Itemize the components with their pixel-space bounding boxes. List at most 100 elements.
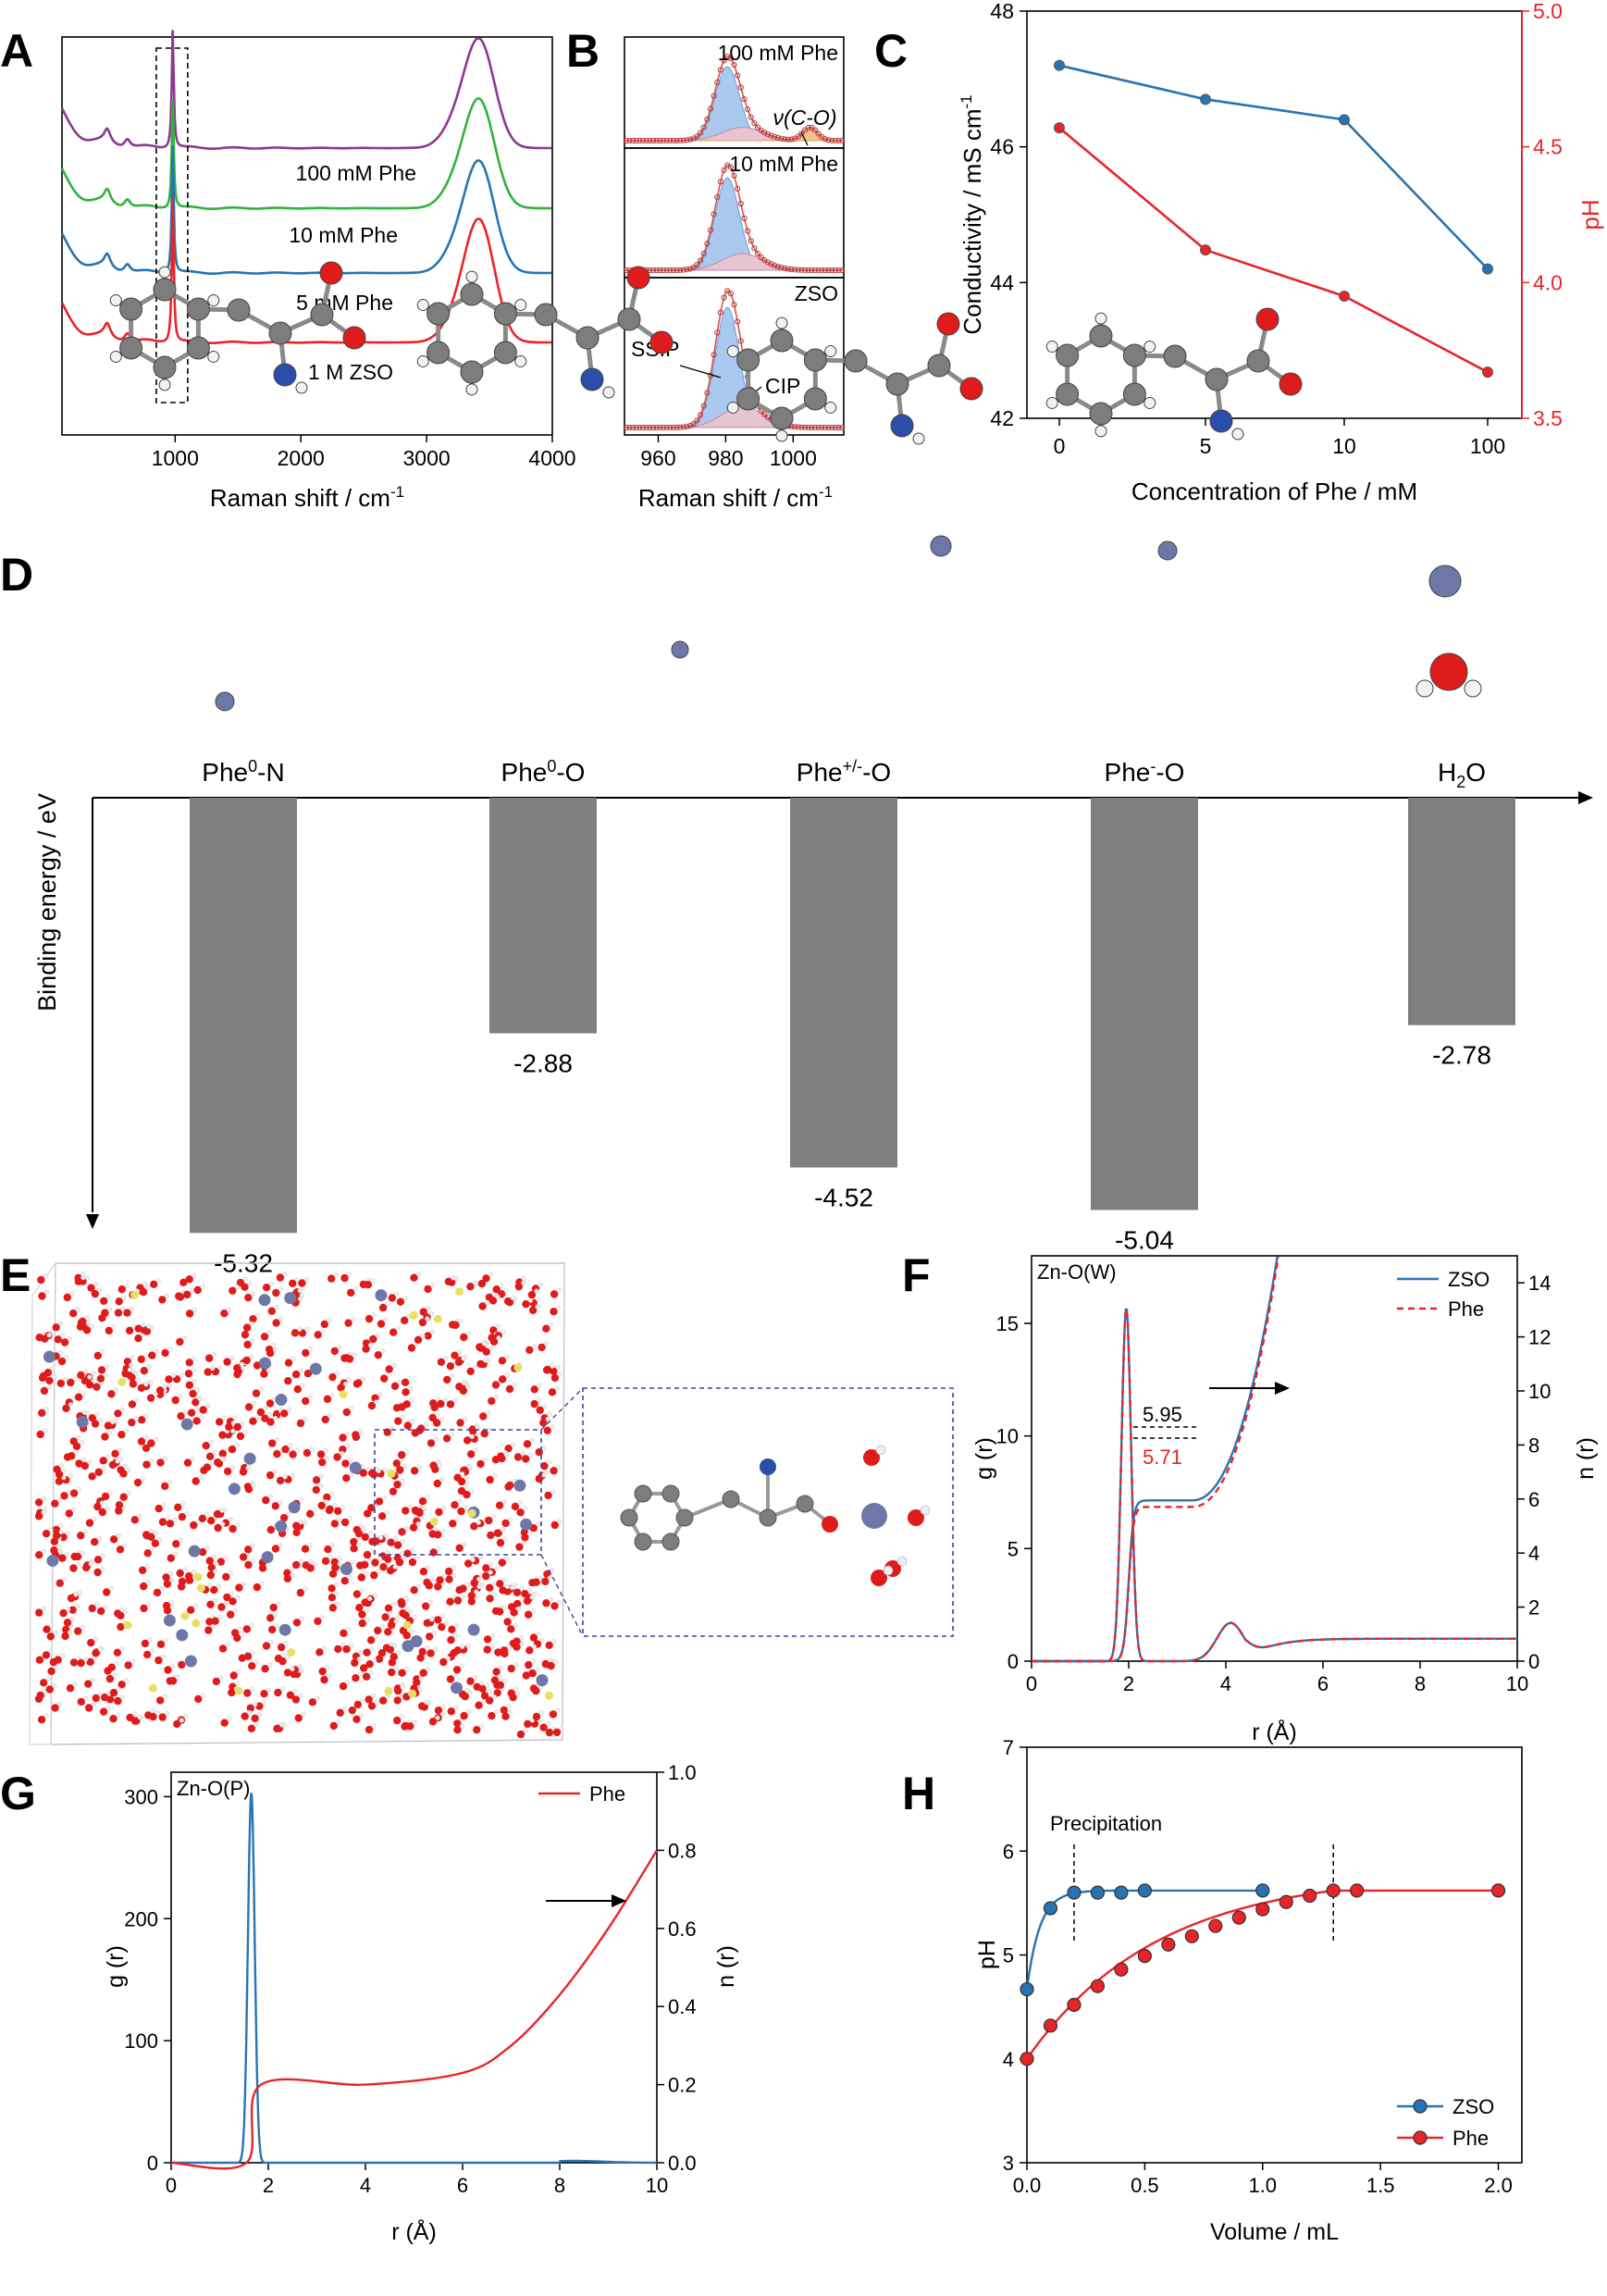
e-water-o — [411, 1429, 419, 1437]
e-zn-ion — [258, 1294, 271, 1307]
e-water-o — [429, 1461, 438, 1470]
e-water-o — [453, 1719, 462, 1728]
e-inset-water-o — [871, 1570, 887, 1586]
e-water-o — [211, 1617, 219, 1625]
e-water-h — [105, 1454, 111, 1459]
e-water-o — [74, 1627, 82, 1635]
e-water-h — [298, 1497, 303, 1503]
e-water-h — [297, 1326, 303, 1332]
e-water-h — [153, 1436, 159, 1443]
e-water-o — [153, 1588, 162, 1597]
e-water-h — [245, 1465, 251, 1471]
e-water-o — [137, 1437, 146, 1446]
e-water-o — [493, 1529, 502, 1537]
e-water-h — [550, 1363, 555, 1369]
b-data-point — [721, 167, 727, 174]
e-water-h — [121, 1295, 127, 1300]
f-legend-label: ZSO — [1448, 1268, 1490, 1291]
e-water-o — [397, 1597, 405, 1607]
e-water-o — [445, 1567, 453, 1576]
b-data-point — [724, 54, 731, 60]
f-arrow-head — [1275, 1382, 1290, 1395]
e-water-o — [341, 1459, 350, 1468]
e-water-h — [414, 1556, 420, 1561]
d-bar-value-label: -4.52 — [814, 1184, 873, 1212]
e-water-o — [419, 1308, 427, 1316]
e-water-o — [156, 1458, 165, 1467]
b-data-point — [700, 403, 707, 409]
e-water-o — [330, 1558, 339, 1567]
e-water-o — [407, 1344, 416, 1352]
e-water-o — [434, 1616, 442, 1624]
e-water-h — [117, 1447, 123, 1453]
e-water-h — [397, 1380, 402, 1385]
a-series-100-mm-phe — [60, 30, 552, 150]
e-water-o — [451, 1321, 460, 1330]
e-water-h — [307, 1543, 313, 1548]
b-data-point — [811, 127, 819, 133]
e-water-o — [185, 1571, 193, 1581]
e-water-h — [503, 1287, 509, 1293]
e-water-h — [115, 1712, 121, 1718]
e-water-o — [262, 1496, 270, 1505]
f-x-tick-label: 10 — [1506, 1672, 1528, 1695]
e-water-h — [417, 1686, 423, 1693]
d-bar — [190, 798, 297, 1234]
e-water-o — [223, 1358, 231, 1366]
e-water-h — [249, 1622, 254, 1629]
c-marker-ph — [1482, 366, 1493, 379]
e-water-h — [527, 1297, 534, 1303]
e-water-o — [289, 1279, 297, 1288]
e-water-h — [282, 1474, 288, 1480]
e-water-h — [377, 1534, 384, 1541]
e-water-h — [182, 1409, 189, 1415]
e-water-o — [296, 1419, 305, 1428]
e-water-o — [260, 1690, 268, 1698]
e-water-o — [228, 1445, 237, 1454]
e-s-atom — [513, 1363, 523, 1372]
b-data-point — [633, 137, 639, 144]
e-water-h — [263, 1406, 268, 1411]
e-water-o — [303, 1370, 313, 1378]
e-water-o — [333, 1453, 341, 1461]
b-data-point — [795, 267, 801, 273]
e-water-o — [291, 1370, 301, 1379]
e-water-o — [529, 1684, 538, 1693]
e-water-h — [464, 1484, 469, 1490]
e-water-h — [410, 1419, 415, 1425]
e-water-o — [137, 1384, 146, 1393]
e-water-h — [375, 1333, 380, 1338]
e-water-o — [410, 1467, 419, 1475]
e-water-o — [69, 1564, 78, 1572]
b-data-point — [761, 130, 768, 136]
e-water-h — [529, 1437, 535, 1443]
e-water-o — [247, 1724, 256, 1733]
e-water-o — [375, 1497, 384, 1506]
e-water-o — [54, 1335, 62, 1344]
e-water-h — [501, 1329, 506, 1334]
e-water-o — [205, 1354, 214, 1362]
e-water-h — [478, 1723, 484, 1729]
b-data-point — [697, 412, 704, 418]
e-water-o — [99, 1457, 107, 1465]
d-atom-c — [119, 336, 143, 360]
b-data-point — [670, 267, 676, 274]
e-water-o — [503, 1297, 513, 1306]
e-water-h — [250, 1650, 255, 1656]
e-water-h — [385, 1694, 390, 1700]
e-water-h — [501, 1577, 507, 1582]
e-water-o — [446, 1362, 455, 1371]
e-water-h — [383, 1317, 389, 1323]
e-water-h — [164, 1293, 170, 1299]
e-water-o — [111, 1449, 119, 1458]
e-water-h — [552, 1659, 559, 1665]
e-water-h — [297, 1297, 303, 1302]
e-water-o — [218, 1431, 227, 1439]
e-water-o — [486, 1583, 494, 1592]
e-water-h — [551, 1639, 557, 1644]
e-water-o — [273, 1724, 281, 1733]
e-water-h — [241, 1581, 247, 1587]
e-water-h — [168, 1599, 174, 1605]
b-x-tick-label: 980 — [708, 446, 743, 470]
e-water-h — [349, 1406, 354, 1411]
